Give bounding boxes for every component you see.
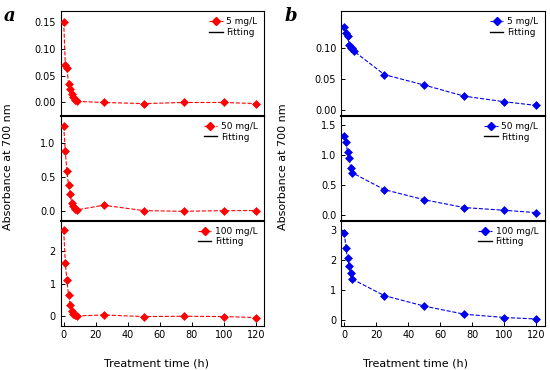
Point xyxy=(500,99,509,105)
Point xyxy=(348,45,357,51)
Point xyxy=(67,199,76,205)
Point xyxy=(340,230,349,236)
Point xyxy=(65,86,74,92)
Text: Absorbance at 700 nm: Absorbance at 700 nm xyxy=(3,103,13,230)
Point xyxy=(500,207,509,213)
Text: b: b xyxy=(284,7,297,25)
Point xyxy=(70,312,79,318)
Point xyxy=(350,48,359,54)
Point xyxy=(251,101,260,107)
Text: Treatment time (h): Treatment time (h) xyxy=(104,358,209,368)
Point xyxy=(342,30,350,36)
Point xyxy=(345,263,354,269)
Point xyxy=(532,316,541,322)
Point xyxy=(460,93,469,99)
Point xyxy=(70,97,79,103)
Point xyxy=(69,311,78,317)
Point xyxy=(342,139,350,145)
Point xyxy=(72,207,81,213)
Point xyxy=(59,123,68,129)
Point xyxy=(61,148,70,154)
Point xyxy=(420,303,429,309)
Point xyxy=(59,228,68,233)
Legend: 5 mg/L, Fitting: 5 mg/L, Fitting xyxy=(207,16,260,38)
Point xyxy=(346,165,355,171)
Legend: 5 mg/L, Fitting: 5 mg/L, Fitting xyxy=(488,16,540,38)
Point xyxy=(532,102,541,108)
Legend: 50 mg/L, Fitting: 50 mg/L, Fitting xyxy=(482,121,540,144)
Point xyxy=(345,155,354,161)
Point xyxy=(69,203,78,209)
Point xyxy=(420,82,429,88)
Point xyxy=(345,42,354,48)
Point xyxy=(72,98,81,104)
Point xyxy=(139,101,148,107)
Point xyxy=(420,197,429,203)
Point xyxy=(64,81,73,87)
Point xyxy=(179,208,188,214)
Point xyxy=(346,45,355,51)
Point xyxy=(460,205,469,211)
Point xyxy=(340,133,349,139)
Legend: 100 mg/L, Fitting: 100 mg/L, Fitting xyxy=(196,225,260,248)
Point xyxy=(342,245,350,251)
Legend: 50 mg/L, Fitting: 50 mg/L, Fitting xyxy=(202,121,260,144)
Point xyxy=(100,100,108,105)
Text: a: a xyxy=(3,7,15,25)
Point xyxy=(63,168,72,174)
Point xyxy=(179,100,188,105)
Point xyxy=(64,292,73,298)
Point xyxy=(532,210,541,216)
Point xyxy=(61,62,70,68)
Point xyxy=(139,314,148,320)
Point xyxy=(340,24,349,30)
Point xyxy=(348,276,357,282)
Legend: 100 mg/L, Fitting: 100 mg/L, Fitting xyxy=(477,225,540,248)
Point xyxy=(69,94,78,100)
Point xyxy=(100,312,108,318)
Point xyxy=(72,313,81,319)
Point xyxy=(460,311,469,317)
Point xyxy=(380,72,389,78)
Point xyxy=(380,186,389,192)
Point xyxy=(219,100,228,105)
Point xyxy=(179,313,188,319)
Point xyxy=(219,208,228,213)
Point xyxy=(346,270,355,276)
Point xyxy=(500,314,509,320)
Text: Treatment time (h): Treatment time (h) xyxy=(363,358,468,368)
Point xyxy=(63,278,72,283)
Point xyxy=(63,65,72,71)
Point xyxy=(343,149,352,155)
Point xyxy=(65,191,74,197)
Point xyxy=(67,308,76,314)
Point xyxy=(219,314,228,320)
Point xyxy=(348,170,357,176)
Point xyxy=(61,260,70,266)
Point xyxy=(343,255,352,261)
Point xyxy=(251,208,260,213)
Point xyxy=(64,182,73,188)
Point xyxy=(65,302,74,307)
Point xyxy=(100,202,108,208)
Point xyxy=(380,293,389,299)
Point xyxy=(59,19,68,25)
Text: Absorbance at 700 nm: Absorbance at 700 nm xyxy=(278,103,288,230)
Point xyxy=(251,314,260,320)
Point xyxy=(139,208,148,213)
Point xyxy=(67,91,76,97)
Point xyxy=(70,206,79,212)
Point xyxy=(343,33,352,39)
